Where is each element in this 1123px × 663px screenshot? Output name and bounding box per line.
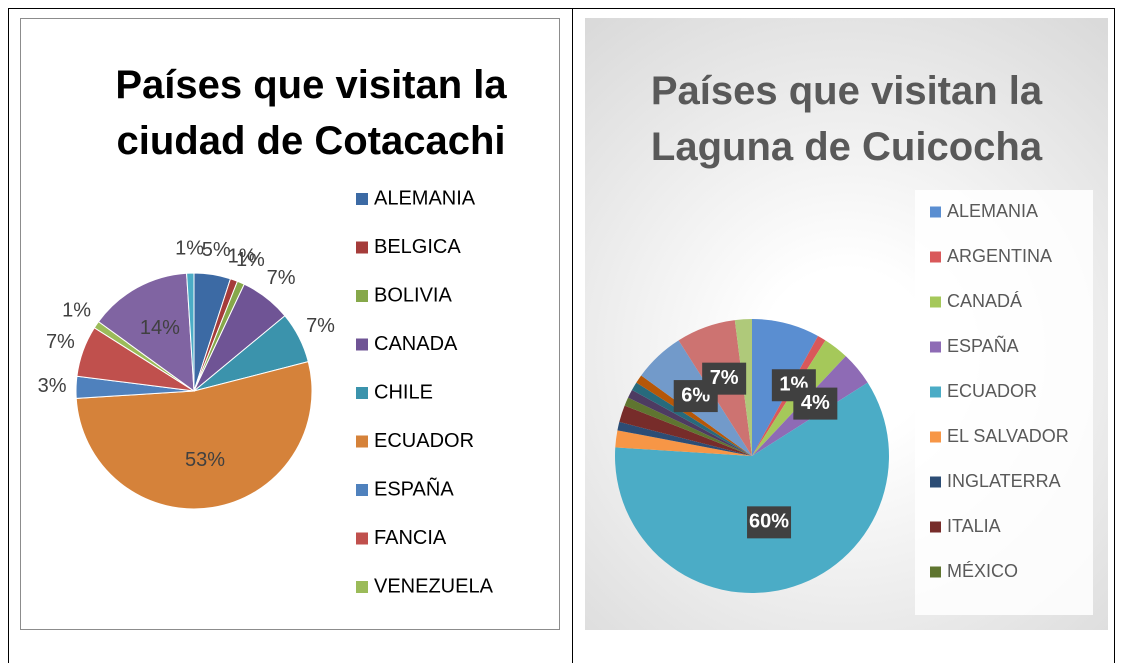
pie-slice [75, 361, 313, 510]
data-label: 53% [185, 449, 225, 471]
data-label: 4% [801, 392, 830, 414]
pie-slice [636, 375, 752, 456]
legend-swatch [356, 241, 368, 254]
chart: Países que visitan la ciudad de Cotacach… [20, 18, 560, 630]
data-label: 7% [46, 331, 75, 353]
legend-swatch [356, 484, 368, 496]
legend-label: FANCIA [374, 527, 447, 549]
pie-slice [628, 389, 752, 456]
data-label-box [793, 387, 838, 420]
pie-slice [97, 272, 195, 393]
table-border [8, 8, 9, 663]
legend-label: CANADÁ [947, 291, 1022, 311]
legend-label: BOLIVIA [374, 284, 452, 306]
legend-label: ITALIA [947, 516, 1001, 536]
chart-svg: 5%1%1%7%7%53%3%7%1%14%1%ALEMANIABELGICAB… [38, 187, 494, 597]
legend-swatch [356, 435, 368, 448]
data-label: 7% [710, 367, 739, 389]
data-label: 1% [62, 299, 91, 321]
legend-swatch [356, 532, 368, 545]
legend-swatch [356, 387, 368, 399]
legend-swatch [930, 341, 941, 353]
legend-swatch [930, 521, 941, 533]
legend-swatch [930, 206, 941, 218]
table-border [572, 8, 573, 663]
legend-box [915, 190, 1093, 615]
legend-label: VENEZUELA [374, 575, 494, 597]
legend-label: ALEMANIA [374, 187, 476, 209]
data-label: 60% [749, 511, 789, 533]
legend-swatch [930, 296, 941, 308]
legend-label: CHILE [374, 381, 433, 403]
legend-label: ESPAÑA [374, 476, 454, 500]
data-label: 1% [175, 237, 204, 259]
legend-swatch [930, 566, 941, 578]
legend-swatch [356, 581, 368, 593]
chart-title: Países que visitan la ciudad de Cotacach… [115, 63, 507, 163]
chart: Países que visitan la Laguna de Cuicocha… [585, 18, 1108, 630]
pie-slice [631, 382, 752, 456]
pie-slice [617, 421, 752, 456]
data-label: 7% [306, 315, 335, 337]
legend-swatch [930, 476, 941, 488]
legend-label: EL SALVADOR [947, 426, 1069, 446]
data-label: 14% [140, 317, 180, 339]
legend-swatch [930, 431, 941, 443]
data-label-box [702, 362, 747, 395]
table-border [8, 8, 1115, 9]
legend-swatch [356, 290, 368, 302]
data-label: 3% [38, 375, 67, 397]
legend-swatch [930, 386, 941, 398]
pie-slice [615, 382, 889, 594]
table-border [1114, 8, 1115, 663]
pie-slice [624, 397, 752, 456]
legend-swatch [356, 193, 368, 205]
legend-label: INGLATERRA [947, 471, 1061, 491]
chart-title: Países que visitan la Laguna de Cuicocha [650, 69, 1043, 169]
data-label: 1% [236, 249, 265, 271]
legend-label: BELGICA [374, 236, 461, 258]
legend-label: MÉXICO [947, 561, 1018, 581]
data-label: 1% [228, 246, 257, 268]
legend-label: ARGENTINA [947, 246, 1052, 266]
chart-svg: 1%4%60%6%7%ALEMANIAARGENTINACANADÁESPAÑA… [615, 201, 1069, 594]
legend-label: ALEMANIA [947, 201, 1038, 221]
legend-swatch [930, 251, 941, 263]
data-label: 5% [202, 239, 231, 261]
data-label: 7% [267, 267, 296, 289]
pie-slice [186, 272, 195, 392]
pie-slice [619, 405, 752, 456]
legend-label: ESPAÑA [947, 335, 1019, 356]
legend-label: CANADA [374, 333, 458, 355]
legend-label: ECUADOR [947, 381, 1037, 401]
legend-label: ECUADOR [374, 430, 474, 452]
data-label-box [747, 506, 792, 539]
pie-slice [615, 430, 752, 456]
legend-swatch [356, 338, 368, 351]
